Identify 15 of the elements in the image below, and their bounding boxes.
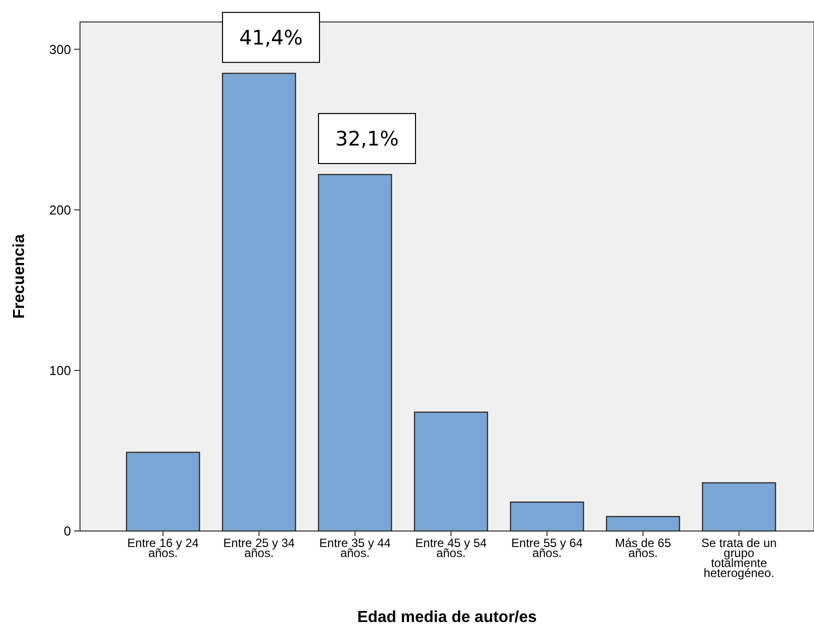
y-tick-label: 100 xyxy=(49,362,71,378)
annotation: 32,1% xyxy=(335,126,399,151)
x-tick-label: Entre 16 y 24 años. xyxy=(127,536,200,560)
x-axis-title: Edad media de autor/es xyxy=(357,609,537,626)
x-tick-label: Se trata de un grupo totalmente heterogéneo. xyxy=(701,536,777,580)
y-tick-label: 300 xyxy=(49,42,71,57)
x-tick-label: Entre 55 y 64 años. xyxy=(511,536,584,560)
x-tick-label: Entre 45 y 54 años. xyxy=(415,536,488,560)
x-tick-label: Entre 35 y 44 años. xyxy=(319,536,392,560)
annotation: 41,4% xyxy=(239,25,303,50)
y-tick-label: 0 xyxy=(64,524,71,539)
x-tick-label: Entre 25 y 34 años. xyxy=(223,536,296,560)
y-axis-title: Frecuencia xyxy=(11,234,28,319)
x-tick-label: Más de 65 años. xyxy=(614,536,672,560)
y-tick-label: 200 xyxy=(49,202,71,218)
